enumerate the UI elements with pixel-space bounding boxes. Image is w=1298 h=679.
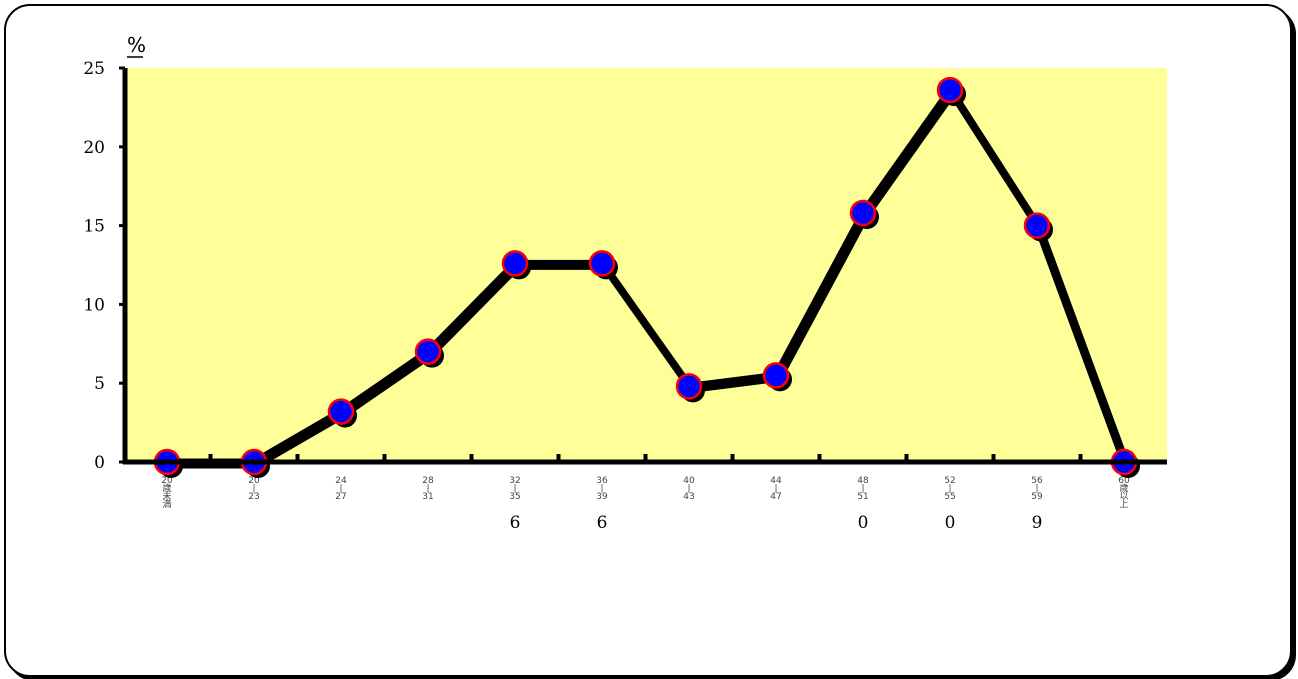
x-category-label: 31 — [422, 492, 433, 502]
data-point — [1023, 212, 1051, 239]
series-line-group — [153, 76, 1140, 478]
x-category-label: 48 — [857, 476, 869, 486]
y-tick-label: 25 — [83, 59, 105, 79]
data-point — [414, 338, 442, 365]
data-point — [675, 373, 703, 400]
x-category-label: | — [426, 484, 429, 494]
x-category-label: | — [1035, 484, 1038, 494]
x-category-label: 歳 — [1119, 482, 1128, 494]
data-point — [327, 398, 355, 425]
x-category-note: 9 — [1032, 513, 1043, 533]
x-category-label: 36 — [596, 476, 608, 486]
data-point — [936, 76, 964, 104]
y-axis-ticks: 0 5 10 15 20 25 — [83, 59, 125, 473]
x-category-label: 上 — [1119, 499, 1128, 510]
x-category-label: 24 — [335, 476, 347, 486]
x-category-label: 35 — [509, 492, 520, 502]
x-category-label: | — [339, 484, 342, 494]
x-category-label: 27 — [335, 492, 346, 502]
x-category-label: 28 — [422, 476, 434, 486]
data-point — [849, 199, 877, 227]
x-category-label: | — [513, 484, 516, 494]
y-tick-label: 20 — [83, 138, 105, 158]
x-category-note: 6 — [597, 513, 608, 533]
x-category-label: 51 — [857, 492, 868, 502]
x-category-label: 60 — [1118, 476, 1130, 486]
x-category-label: 32 — [509, 476, 520, 486]
x-category-label: 52 — [944, 476, 955, 486]
plot-area — [125, 68, 1167, 462]
series-line — [167, 86, 1128, 466]
x-axis-ticks: 20歳未満20|2324|2728|3132|35636|39640|4344|… — [161, 454, 1130, 533]
x-category-label: 以 — [1119, 492, 1128, 502]
data-point — [762, 362, 790, 389]
y-tick-label: 5 — [94, 374, 105, 394]
x-category-label: | — [774, 484, 777, 494]
x-category-label: 39 — [596, 492, 608, 502]
x-category-label: 55 — [944, 492, 955, 502]
y-tick-label: 15 — [83, 217, 105, 237]
y-tick-label: 10 — [83, 295, 105, 315]
data-point — [501, 250, 529, 277]
axes — [122, 68, 1167, 465]
x-category-label: | — [252, 484, 255, 494]
x-category-label: 未 — [162, 490, 171, 502]
x-category-label: 40 — [683, 476, 695, 486]
x-category-note: 6 — [510, 513, 521, 533]
x-category-note: 0 — [945, 513, 956, 533]
x-category-label: 47 — [770, 492, 781, 502]
x-category-note: 0 — [858, 513, 869, 533]
y-tick-label: 0 — [94, 453, 105, 473]
x-category-label: | — [948, 484, 951, 494]
x-category-label: 満 — [162, 499, 171, 510]
x-category-label: 23 — [248, 492, 259, 502]
x-category-label: | — [600, 484, 603, 494]
x-category-label: 20 — [248, 476, 260, 486]
x-category-label: 56 — [1031, 476, 1043, 486]
data-point — [588, 250, 616, 277]
x-category-label: 20 — [161, 476, 173, 486]
y-axis-unit-label: % — [127, 33, 146, 57]
x-category-label: 44 — [770, 476, 782, 486]
x-category-label: | — [861, 484, 864, 494]
x-category-label: 59 — [1031, 492, 1043, 502]
x-category-label: | — [687, 484, 690, 494]
x-category-label: 歳 — [162, 482, 171, 494]
x-category-label: 43 — [683, 492, 694, 502]
